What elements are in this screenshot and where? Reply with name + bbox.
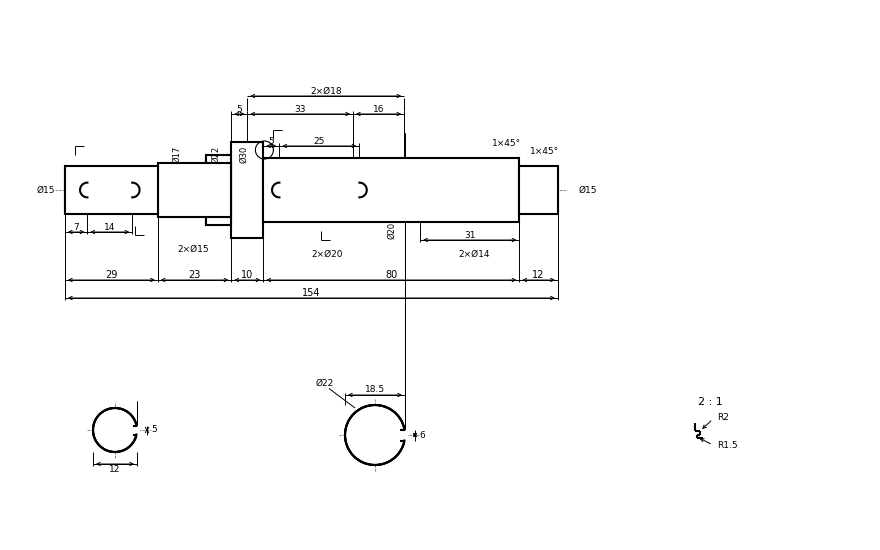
Bar [132,426,138,434]
Text: 80: 80 [385,270,398,280]
Text: 10: 10 [241,270,253,280]
Text: 2×Ø15: 2×Ø15 [177,245,209,254]
Text: 14: 14 [104,223,115,232]
Bar [231,142,263,238]
Bar [263,158,519,222]
Text: 5: 5 [237,104,242,113]
Text: 1×45°: 1×45° [531,147,560,157]
Text: Ø30: Ø30 [239,146,249,163]
Bar [206,155,231,225]
Text: 2×Ø20: 2×Ø20 [312,250,343,258]
Text: 5: 5 [151,426,157,434]
Text: R1.5: R1.5 [717,442,737,450]
Text: R2: R2 [717,412,729,421]
Text: 31: 31 [464,230,475,239]
Text: 2×Ø14: 2×Ø14 [458,250,490,258]
Text: 2×Ø18: 2×Ø18 [310,86,341,96]
Text: 1×45°: 1×45° [492,140,521,148]
Text: Ø15: Ø15 [36,185,55,195]
Text: 25: 25 [313,136,325,146]
Text: 2 : 1: 2 : 1 [698,397,722,407]
Bar [158,163,231,217]
Text: Ø22: Ø22 [316,378,334,388]
Bar [519,166,558,214]
Circle shape [345,405,405,465]
Text: Ø22: Ø22 [211,146,220,163]
Text: 33: 33 [295,104,306,113]
Text: 12: 12 [109,465,121,475]
Text: 16: 16 [373,104,385,113]
Text: 18.5: 18.5 [365,384,385,393]
Text: 12: 12 [532,270,545,280]
Text: Ø17: Ø17 [172,146,181,163]
Text: 23: 23 [188,270,201,280]
Text: 154: 154 [302,288,320,298]
Text: 29: 29 [106,270,118,280]
Text: 5: 5 [268,136,275,146]
Bar [399,430,407,441]
Text: Ø15: Ø15 [579,185,598,195]
Text: 6: 6 [419,431,425,439]
Bar [65,166,158,214]
Circle shape [93,408,137,452]
Text: Ø20: Ø20 [387,222,396,239]
Text: 7: 7 [73,223,79,232]
